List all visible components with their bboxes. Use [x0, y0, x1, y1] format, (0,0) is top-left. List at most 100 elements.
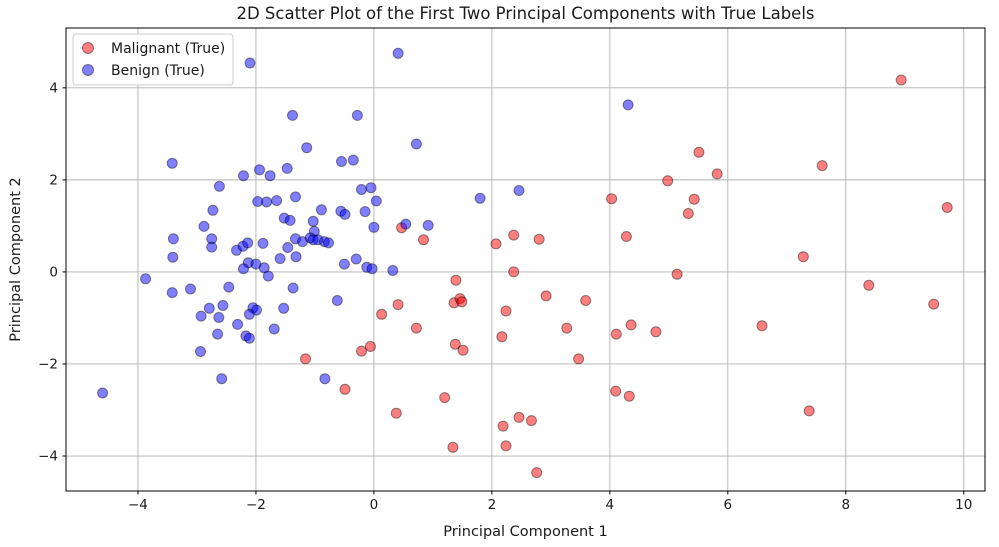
scatter-point-benign: [198, 220, 210, 232]
scatter-point-benign: [331, 295, 343, 306]
y-tick-label: 2: [49, 172, 58, 188]
legend-label-benign: Benign (True): [111, 63, 205, 79]
legend-box: [72, 33, 234, 86]
scatter-point-benign: [290, 251, 302, 263]
scatter-point-benign: [282, 242, 294, 253]
scatter-point-benign: [323, 237, 334, 249]
scatter-point-malignant: [610, 385, 622, 397]
scatter-point-malignant: [625, 319, 637, 331]
scatter-point-benign: [258, 262, 270, 274]
scatter-point-benign: [206, 241, 218, 253]
scatter-point-benign: [243, 308, 255, 320]
scatter-point-malignant: [439, 392, 451, 404]
scatter-point-benign: [338, 258, 350, 270]
scatter-point-benign: [213, 180, 225, 192]
scatter-point-malignant: [941, 202, 953, 213]
scatter-point-benign: [254, 164, 265, 176]
scatter-point-malignant: [392, 299, 404, 311]
scatter-point-malignant: [450, 274, 462, 286]
scatter-point-malignant: [895, 74, 907, 86]
scatter-point-malignant: [447, 441, 459, 453]
scatter-point-benign: [513, 185, 525, 196]
scatter-point-benign: [166, 157, 178, 169]
x-tick-label: 8: [841, 497, 850, 513]
scatter-point-malignant: [606, 193, 618, 205]
scatter-point-malignant: [410, 322, 422, 334]
x-tick-label: 6: [724, 497, 733, 513]
scatter-point-malignant: [531, 467, 543, 479]
scatter-point-malignant: [928, 298, 940, 310]
scatter-point-benign: [271, 195, 283, 207]
scatter-point-benign: [336, 156, 347, 167]
scatter-point-malignant: [756, 320, 768, 332]
legend-marker-malignant: [82, 42, 94, 54]
scatter-point-benign: [140, 273, 152, 285]
x-axis-label: Principal Component 1: [443, 524, 607, 540]
scatter-point-malignant: [573, 353, 585, 365]
scatter-point-malignant: [797, 251, 809, 263]
scatter-point-benign: [301, 142, 313, 154]
scatter-point-malignant: [533, 233, 545, 245]
grid: [66, 28, 985, 491]
plot-border: [65, 27, 986, 492]
scatter-point-benign: [284, 214, 296, 226]
scatter-point-benign: [223, 281, 235, 293]
scatter-point-benign: [244, 57, 256, 69]
scatter-point-benign: [217, 300, 229, 311]
chart-title: 2D Scatter Plot of the First Two Princip…: [236, 4, 814, 23]
x-tick-label: 0: [370, 497, 379, 513]
x-tick-label: −2: [246, 497, 266, 513]
x-tick-label: 10: [955, 497, 972, 513]
scatter-point-malignant: [693, 146, 705, 158]
y-tick-label: 0: [49, 264, 58, 280]
scatter-point-benign: [195, 310, 207, 322]
scatter-point-benign: [365, 182, 377, 194]
scatter-point-benign: [167, 251, 179, 263]
scatter-point-benign: [392, 47, 404, 59]
scatter-point-malignant: [650, 326, 662, 338]
scatter-point-malignant: [496, 331, 508, 343]
scatter-point-benign: [410, 138, 422, 150]
scatter-point-malignant: [580, 295, 592, 306]
scatter-point-benign: [274, 253, 286, 265]
y-axis-label: Principal Component 2: [8, 177, 24, 341]
y-tick-label: −2: [38, 356, 58, 372]
scatter-point-benign: [422, 219, 434, 231]
scatter-point-benign: [203, 302, 215, 314]
scatter-point-malignant: [561, 322, 573, 334]
scatter-point-benign: [387, 265, 399, 276]
scatter-point-benign: [185, 283, 196, 295]
scatter-point-malignant: [490, 238, 502, 250]
scatter-point-benign: [212, 328, 224, 340]
scatter-point-malignant: [816, 160, 828, 172]
scatter-point-benign: [356, 184, 367, 195]
x-tick-label: 2: [488, 497, 497, 513]
scatter-point-benign: [339, 208, 351, 220]
scatter-point-malignant: [863, 279, 875, 291]
scatter-point-benign: [315, 204, 327, 216]
scatter-point-benign: [167, 233, 179, 245]
scatter-points: [97, 47, 953, 479]
axis-ticks: −4 −2 0 2 4 6 8 10 −4 −2 0 2 4: [38, 80, 972, 513]
scatter-point-malignant: [449, 338, 461, 350]
scatter-point-malignant: [525, 415, 537, 427]
y-tick-label: −4: [38, 449, 58, 465]
scatter-point-benign: [166, 287, 178, 299]
legend: Malignant (True) Benign (True): [72, 33, 234, 86]
scatter-point-benign: [216, 373, 228, 385]
scatter-point-benign: [213, 312, 225, 323]
scatter-point-malignant: [682, 208, 694, 219]
legend-marker-benign: [82, 64, 94, 76]
scatter-point-benign: [268, 323, 280, 335]
scatter-point-benign: [359, 206, 371, 218]
scatter-point-malignant: [390, 407, 402, 419]
scatter-point-malignant: [500, 440, 512, 452]
scatter-point-malignant: [803, 405, 815, 417]
scatter-point-benign: [195, 346, 206, 357]
scatter-point-benign: [290, 191, 301, 203]
x-tick-label: 4: [606, 497, 615, 513]
scatter-point-benign: [307, 215, 319, 227]
scatter-point-benign: [262, 270, 274, 282]
scatter-point-benign: [474, 192, 486, 204]
